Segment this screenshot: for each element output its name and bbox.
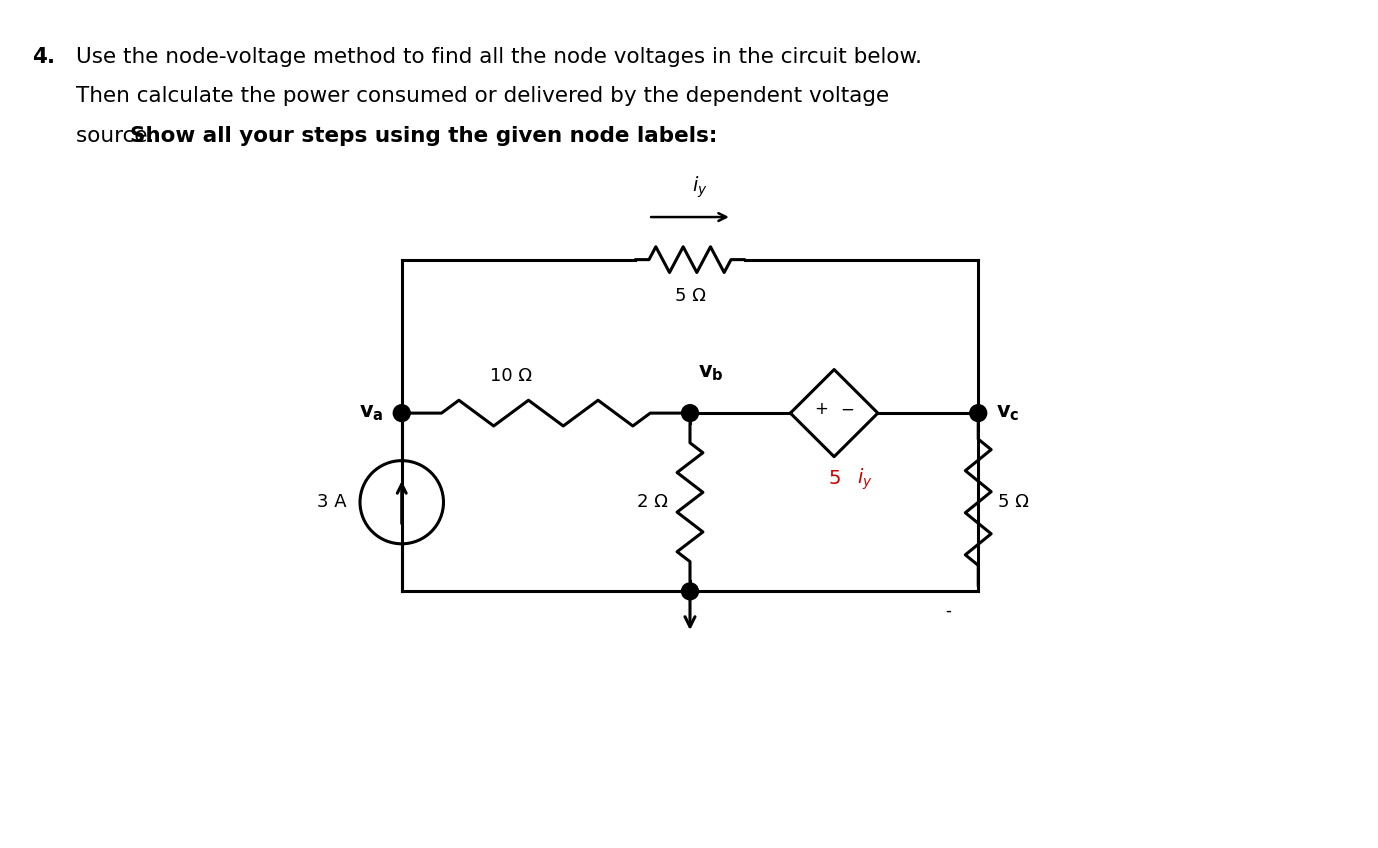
Text: $i_y$: $i_y$ (692, 175, 708, 200)
Text: $i_y$: $i_y$ (857, 466, 872, 492)
Circle shape (970, 404, 987, 421)
Text: $\mathbf{v_b}$: $\mathbf{v_b}$ (697, 364, 723, 383)
Circle shape (682, 583, 699, 600)
Text: 4.: 4. (32, 47, 55, 67)
Text: +: + (814, 400, 828, 418)
Circle shape (682, 404, 699, 421)
Text: $\mathbf{v_c}$: $\mathbf{v_c}$ (996, 403, 1020, 423)
Text: -: - (945, 601, 951, 619)
Text: 5 Ω: 5 Ω (675, 287, 706, 305)
Text: $\mathbf{v_a}$: $\mathbf{v_a}$ (360, 403, 384, 423)
Text: 3 A: 3 A (317, 494, 347, 511)
Text: 5 Ω: 5 Ω (998, 494, 1029, 511)
Text: source.: source. (76, 126, 161, 146)
Text: −: − (841, 400, 854, 418)
Text: Use the node-voltage method to find all the node voltages in the circuit below.: Use the node-voltage method to find all … (76, 47, 922, 67)
Text: 10 Ω: 10 Ω (491, 367, 532, 385)
Text: 5: 5 (830, 469, 847, 488)
Circle shape (393, 404, 411, 421)
Text: Then calculate the power consumed or delivered by the dependent voltage: Then calculate the power consumed or del… (76, 86, 889, 106)
Text: Show all your steps using the given node labels:: Show all your steps using the given node… (130, 126, 718, 146)
Text: 2 Ω: 2 Ω (637, 494, 668, 511)
